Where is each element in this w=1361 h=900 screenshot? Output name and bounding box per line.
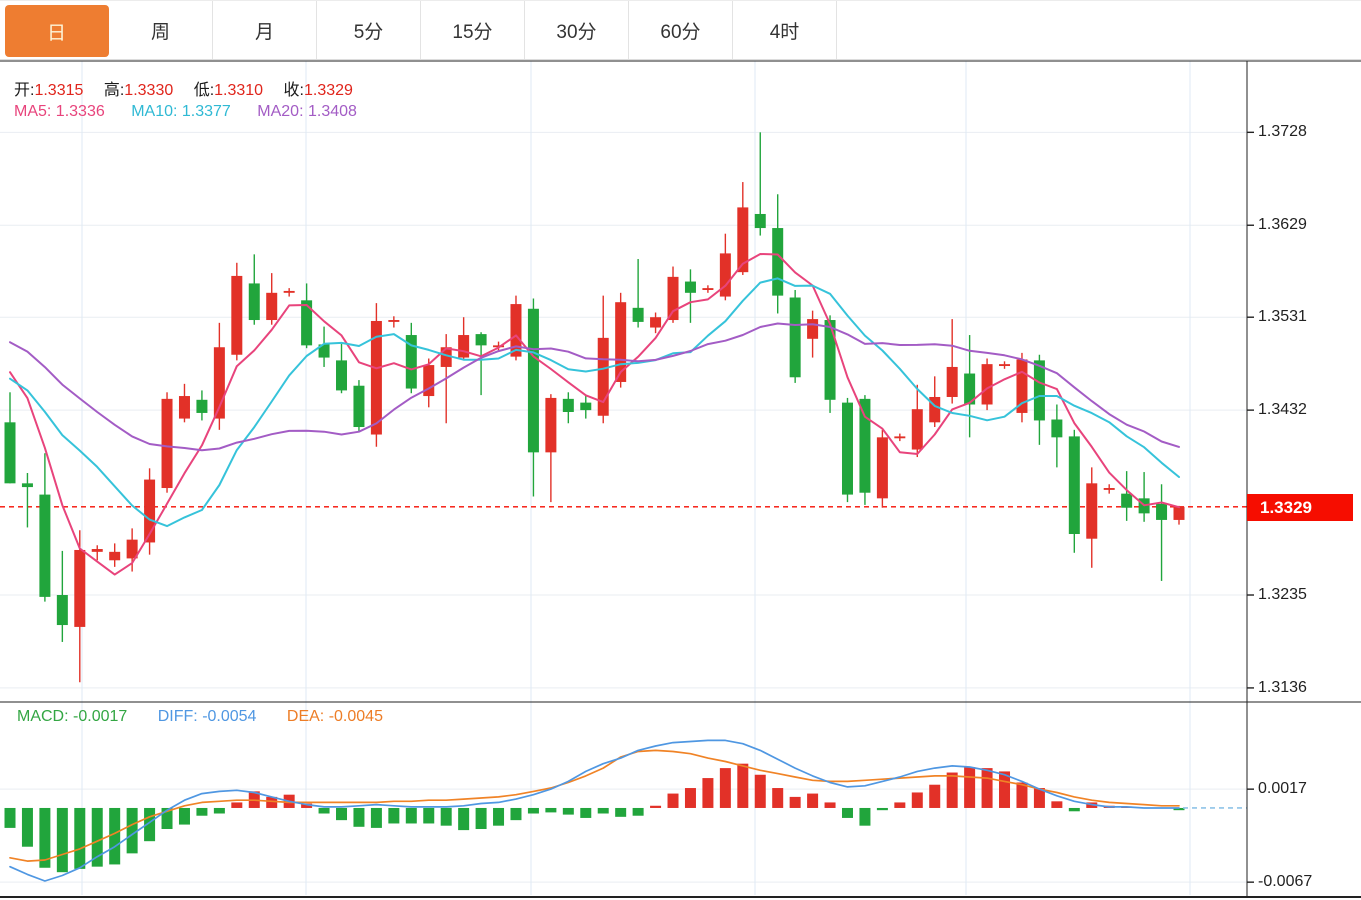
price-tick-3: 1.3531 bbox=[1258, 308, 1307, 325]
tab-day[interactable]: 日 bbox=[5, 5, 109, 57]
ma10-value: 1.3377 bbox=[181, 103, 231, 120]
macd-label: MACD: bbox=[17, 708, 69, 725]
tab-15min[interactable]: 15分 bbox=[421, 1, 525, 59]
diff-value: -0.0054 bbox=[202, 708, 257, 725]
ma5-value: 1.3336 bbox=[55, 103, 105, 120]
macd-tick-2: -0.0067 bbox=[1258, 873, 1313, 890]
tab-4hour[interactable]: 4时 bbox=[733, 1, 837, 59]
ma-readout: MA5: 1.3336 MA10: 1.3377 MA20: 1.3408 bbox=[14, 103, 357, 121]
close-label: 收: bbox=[283, 82, 304, 99]
ma5-label: MA5: bbox=[14, 103, 52, 120]
price-tick-2: 1.3629 bbox=[1258, 216, 1307, 233]
high-value: 1.3330 bbox=[124, 82, 174, 99]
ma20-value: 1.3408 bbox=[307, 103, 357, 120]
tab-month[interactable]: 月 bbox=[213, 1, 317, 59]
price-tick-4: 1.3432 bbox=[1258, 401, 1307, 418]
timeframe-tabbar: 日 周 月 5分 15分 30分 60分 4时 bbox=[0, 0, 1361, 60]
tab-30min[interactable]: 30分 bbox=[525, 1, 629, 59]
low-value: 1.3310 bbox=[214, 82, 264, 99]
diff-label: DIFF: bbox=[157, 708, 198, 725]
ma20-label: MA20: bbox=[257, 103, 304, 120]
macd-value: -0.0017 bbox=[73, 708, 128, 725]
ohlc-readout: 开:1.3315 高:1.3330 低:1.3310 收:1.3329 bbox=[14, 76, 369, 100]
price-tick-6: 1.3136 bbox=[1258, 679, 1307, 696]
dea-value: -0.0045 bbox=[328, 708, 383, 725]
price-tick-5: 1.3235 bbox=[1258, 586, 1307, 603]
close-value: 1.3329 bbox=[303, 82, 353, 99]
tab-week[interactable]: 周 bbox=[109, 1, 213, 59]
dea-label: DEA: bbox=[286, 708, 325, 725]
tab-60min[interactable]: 60分 bbox=[629, 1, 733, 59]
macd-readout: MACD: -0.0017 DIFF: -0.0054 DEA: -0.0045 bbox=[17, 708, 383, 726]
macd-tick-1: 0.0017 bbox=[1258, 780, 1307, 797]
low-label: 低: bbox=[193, 82, 215, 99]
open-value: 1.3315 bbox=[34, 82, 84, 99]
ma10-label: MA10: bbox=[131, 103, 178, 120]
high-label: 高: bbox=[103, 82, 125, 99]
price-tick-1: 1.3728 bbox=[1258, 123, 1307, 140]
open-label: 开: bbox=[14, 82, 35, 99]
tab-5min[interactable]: 5分 bbox=[317, 1, 421, 59]
current-price-tag: 1.3329 bbox=[1247, 494, 1353, 521]
